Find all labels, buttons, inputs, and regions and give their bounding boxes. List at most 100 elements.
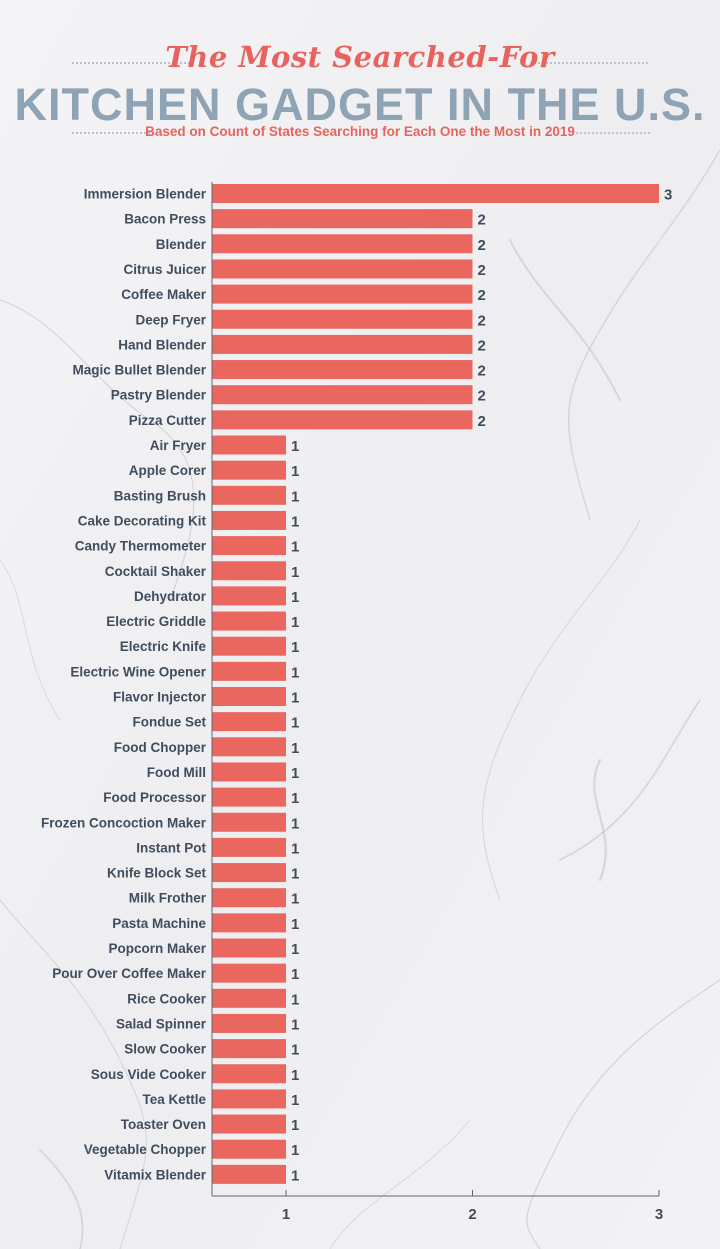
category-label-hand-blender: Hand Blender bbox=[118, 337, 207, 352]
category-label-food-chopper: Food Chopper bbox=[114, 740, 207, 755]
category-label-candy-thermometer: Candy Thermometer bbox=[75, 539, 207, 554]
value-label-pastry-blender: 2 bbox=[478, 388, 486, 405]
script-title: The Most Searched-For bbox=[165, 40, 555, 74]
bar-bacon-press bbox=[212, 209, 473, 229]
x-tick-label-2: 2 bbox=[468, 1206, 476, 1223]
bar-vegetable-chopper bbox=[212, 1139, 286, 1159]
category-label-tea-kettle: Tea Kettle bbox=[142, 1092, 206, 1107]
bar-instant-pot bbox=[212, 837, 286, 857]
bar-food-chopper bbox=[212, 737, 286, 757]
category-label-rice-cooker: Rice Cooker bbox=[127, 991, 207, 1006]
value-label-magic-bullet-blender: 2 bbox=[478, 363, 486, 380]
bar-slow-cooker bbox=[212, 1039, 286, 1059]
category-label-fondue-set: Fondue Set bbox=[133, 715, 207, 730]
value-label-deep-fryer: 2 bbox=[478, 312, 486, 329]
bar-deep-fryer bbox=[212, 309, 473, 329]
category-label-electric-wine-opener: Electric Wine Opener bbox=[70, 664, 206, 679]
value-label-coffee-maker: 2 bbox=[478, 287, 486, 304]
bar-candy-thermometer bbox=[212, 536, 286, 556]
category-label-salad-spinner: Salad Spinner bbox=[116, 1016, 207, 1031]
category-label-apple-corer: Apple Corer bbox=[129, 463, 207, 478]
category-label-vegetable-chopper: Vegetable Chopper bbox=[84, 1142, 207, 1157]
value-label-bacon-press: 2 bbox=[478, 212, 486, 229]
header-divider-left bbox=[72, 62, 190, 64]
category-label-pasta-machine: Pasta Machine bbox=[112, 916, 206, 931]
category-label-pastry-blender: Pastry Blender bbox=[111, 388, 207, 403]
value-label-fondue-set: 1 bbox=[291, 715, 299, 732]
category-label-toaster-oven: Toaster Oven bbox=[121, 1117, 206, 1132]
bar-rice-cooker bbox=[212, 988, 286, 1008]
header-divider-right bbox=[530, 62, 648, 64]
category-label-cocktail-shaker: Cocktail Shaker bbox=[105, 564, 207, 579]
bar-basting-brush bbox=[212, 485, 286, 505]
bar-electric-griddle bbox=[212, 611, 286, 631]
category-label-immersion-blender: Immersion Blender bbox=[84, 187, 207, 202]
subtitle-divider-left bbox=[72, 132, 150, 134]
category-label-popcorn-maker: Popcorn Maker bbox=[108, 941, 206, 956]
category-label-air-fryer: Air Fryer bbox=[150, 438, 207, 453]
bar-pastry-blender bbox=[212, 385, 473, 405]
bar-frozen-concoction-maker bbox=[212, 812, 286, 832]
value-label-flavor-injector: 1 bbox=[291, 690, 299, 707]
bar-immersion-blender bbox=[212, 184, 659, 203]
bar-dehydrator bbox=[212, 586, 286, 606]
value-label-food-mill: 1 bbox=[291, 765, 299, 782]
bar-cocktail-shaker bbox=[212, 561, 286, 581]
bar-milk-frother bbox=[212, 888, 286, 908]
bar-hand-blender bbox=[212, 334, 473, 354]
value-label-hand-blender: 2 bbox=[478, 337, 486, 354]
value-label-blender: 2 bbox=[478, 237, 486, 254]
value-label-citrus-juicer: 2 bbox=[478, 262, 486, 279]
category-label-milk-frother: Milk Frother bbox=[129, 891, 207, 906]
value-label-toaster-oven: 1 bbox=[291, 1117, 299, 1134]
bar-citrus-juicer bbox=[212, 259, 473, 279]
bars-group: Immersion Blender 3 Bacon Press 2 Blender 2 Ci… bbox=[41, 184, 672, 1184]
value-label-food-processor: 1 bbox=[291, 790, 299, 807]
value-label-cocktail-shaker: 1 bbox=[291, 564, 299, 581]
value-label-frozen-concoction-maker: 1 bbox=[291, 815, 299, 832]
bar-air-fryer bbox=[212, 435, 286, 455]
value-label-pour-over-coffee-maker: 1 bbox=[291, 966, 299, 983]
category-label-coffee-maker: Coffee Maker bbox=[121, 287, 207, 302]
category-label-food-mill: Food Mill bbox=[147, 765, 206, 780]
category-label-slow-cooker: Slow Cooker bbox=[124, 1042, 207, 1057]
category-label-knife-block-set: Knife Block Set bbox=[107, 866, 207, 881]
category-label-bacon-press: Bacon Press bbox=[124, 212, 206, 227]
value-label-rice-cooker: 1 bbox=[291, 991, 299, 1008]
category-label-pizza-cutter: Pizza Cutter bbox=[129, 413, 207, 428]
value-label-vegetable-chopper: 1 bbox=[291, 1142, 299, 1159]
value-label-cake-decorating-kit: 1 bbox=[291, 513, 299, 530]
category-label-vitamix-blender: Vitamix Blender bbox=[104, 1167, 207, 1182]
bar-electric-knife bbox=[212, 636, 286, 656]
category-label-sous-vide-cooker: Sous Vide Cooker bbox=[91, 1067, 207, 1082]
bar-vitamix-blender bbox=[212, 1164, 286, 1184]
bar-flavor-injector bbox=[212, 687, 286, 706]
value-label-dehydrator: 1 bbox=[291, 589, 299, 606]
bar-pizza-cutter bbox=[212, 410, 473, 430]
category-label-food-processor: Food Processor bbox=[103, 790, 207, 805]
value-label-milk-frother: 1 bbox=[291, 891, 299, 908]
x-tick-label-1: 1 bbox=[282, 1206, 290, 1223]
bar-food-mill bbox=[212, 762, 286, 782]
value-label-apple-corer: 1 bbox=[291, 463, 299, 480]
bar-salad-spinner bbox=[212, 1013, 286, 1033]
value-label-popcorn-maker: 1 bbox=[291, 941, 299, 958]
category-label-deep-fryer: Deep Fryer bbox=[135, 312, 206, 327]
value-label-salad-spinner: 1 bbox=[291, 1016, 299, 1033]
category-label-electric-knife: Electric Knife bbox=[120, 639, 207, 654]
value-label-candy-thermometer: 1 bbox=[291, 539, 299, 556]
category-label-frozen-concoction-maker: Frozen Concoction Maker bbox=[41, 815, 207, 830]
value-label-instant-pot: 1 bbox=[291, 840, 299, 857]
category-label-basting-brush: Basting Brush bbox=[114, 488, 206, 503]
category-label-dehydrator: Dehydrator bbox=[134, 589, 207, 604]
subtitle: Based on Count of States Searching for E… bbox=[145, 124, 575, 139]
x-axis: 1 2 3 bbox=[211, 182, 663, 1223]
value-label-food-chopper: 1 bbox=[291, 740, 299, 757]
bar-coffee-maker bbox=[212, 284, 473, 304]
header: The Most Searched-For KITCHEN GADGET IN … bbox=[0, 0, 720, 160]
category-label-instant-pot: Instant Pot bbox=[136, 840, 206, 855]
bar-popcorn-maker bbox=[212, 938, 286, 958]
bar-electric-wine-opener bbox=[212, 661, 286, 681]
bar-pour-over-coffee-maker bbox=[212, 963, 286, 983]
value-label-pasta-machine: 1 bbox=[291, 916, 299, 933]
